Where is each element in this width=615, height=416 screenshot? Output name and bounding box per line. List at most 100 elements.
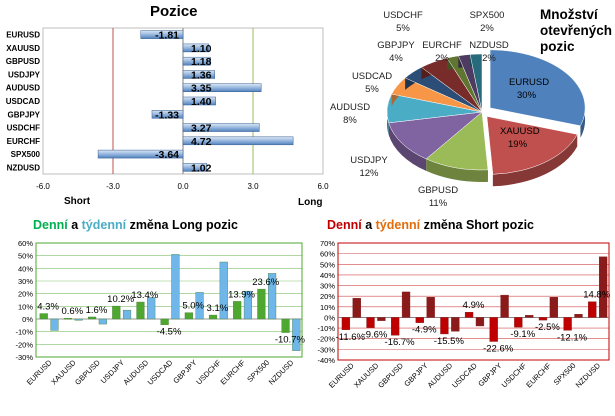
bar-daily bbox=[514, 317, 523, 328]
category-label: EURUSD bbox=[25, 358, 54, 387]
title-part: a bbox=[68, 218, 82, 232]
pie-label-value: 2% bbox=[482, 53, 496, 64]
chart-title: Denní a týdenní změna Short pozic bbox=[327, 218, 534, 232]
pie-label-name: SPX500 bbox=[470, 10, 505, 21]
chart-title: Denní a týdenní změna Long pozic bbox=[33, 218, 238, 232]
bar-daily bbox=[538, 317, 548, 321]
pie-label-value: 4% bbox=[389, 53, 403, 64]
long-change-chart: -30% -20% -10% 0% 10% 20% 30% 40% 50% 60% EURUSD XA… bbox=[0, 212, 305, 411]
category-label: SPX500 bbox=[11, 150, 41, 159]
pie-label-name: EURUSD bbox=[509, 77, 549, 88]
y-tick-label: 20% bbox=[18, 290, 33, 299]
bar-daily bbox=[415, 317, 424, 323]
value-label: -1.33 bbox=[155, 109, 179, 121]
pie-slice-side bbox=[492, 134, 578, 187]
position-bar bbox=[182, 56, 211, 66]
bar-daily bbox=[341, 317, 351, 330]
open-positions-pie: Množství otevřených pozic EURUSD 30% XAUUSD 19… bbox=[330, 0, 615, 210]
data-label: -9.1% bbox=[510, 329, 535, 340]
y-tick-label: -10% bbox=[317, 324, 335, 333]
pie-title-line: pozic bbox=[540, 39, 575, 54]
pie-label-value: 5% bbox=[365, 84, 379, 95]
y-tick-label: 10% bbox=[320, 303, 335, 312]
category-label: EURCHF bbox=[218, 358, 247, 387]
bar-weekly bbox=[268, 273, 277, 320]
positions-chart-svg: EURUSD -1.81 XAUUSD 1.10 GBPUSD 1.18 USDJPY 1.3… bbox=[6, 27, 329, 208]
bar-weekly bbox=[549, 297, 559, 318]
bar-weekly bbox=[500, 294, 509, 318]
y-tick-label: 50% bbox=[320, 260, 335, 269]
y-tick-label: 70% bbox=[320, 239, 335, 248]
category-label: EURUSD bbox=[6, 31, 40, 40]
y-tick-label: 30% bbox=[18, 277, 33, 286]
bar-weekly bbox=[147, 297, 156, 320]
value-label: 4.72 bbox=[191, 136, 212, 148]
bar-weekly bbox=[525, 315, 534, 318]
pie-slice bbox=[489, 49, 586, 127]
bar-weekly bbox=[50, 318, 59, 331]
category-label: EURCHF bbox=[7, 137, 40, 146]
pie-label-value: 19% bbox=[508, 139, 528, 150]
value-label: -3.64 bbox=[155, 149, 179, 161]
x-tick-label: -3.0 bbox=[106, 182, 120, 191]
bar-weekly bbox=[574, 314, 583, 318]
pie-label-name: GBPJPY bbox=[377, 40, 415, 51]
pie-label-value: 11% bbox=[429, 198, 448, 209]
category-label: GBPUSD bbox=[73, 358, 102, 387]
pie-label-name: USDCAD bbox=[352, 71, 392, 82]
bar-daily bbox=[208, 314, 218, 320]
x-tick-label: 3.0 bbox=[247, 182, 259, 191]
bar-daily bbox=[563, 317, 572, 331]
pie-label-value: 5% bbox=[396, 23, 410, 34]
short-change-chart-svg: -40% -30%-20% -10% 0%10% 20%30% 40% 50%60% 70% E… bbox=[317, 218, 610, 390]
bar-weekly bbox=[219, 261, 228, 320]
y-tick-label: -30% bbox=[15, 353, 33, 362]
position-bar bbox=[182, 163, 208, 172]
pie-label-name: USDJPY bbox=[350, 155, 388, 166]
pie-label-name: AUDUSD bbox=[330, 102, 370, 113]
category-label: USDCAD bbox=[450, 361, 479, 390]
category-label: USDCHF bbox=[500, 361, 529, 390]
position-bar bbox=[182, 83, 262, 92]
position-bar bbox=[140, 30, 184, 39]
data-label: -16.7% bbox=[385, 337, 416, 348]
pie-slice bbox=[425, 111, 489, 171]
x-tick-label: -6.0 bbox=[36, 182, 50, 191]
data-label: 23.6% bbox=[252, 277, 279, 288]
y-tick-label: -10% bbox=[15, 328, 33, 337]
pie-label-value: 2% bbox=[435, 53, 449, 64]
category-label: NZDUSD bbox=[574, 361, 603, 390]
category-label: XAUUSD bbox=[6, 44, 40, 53]
title-part: změna Short pozic bbox=[420, 218, 534, 232]
title-part: Denní bbox=[33, 218, 68, 232]
data-label: -4.9% bbox=[412, 325, 437, 336]
y-tick-label: 40% bbox=[320, 271, 335, 280]
bar-daily bbox=[440, 317, 449, 335]
category-label: USDCHF bbox=[194, 358, 223, 387]
data-label: 13.4% bbox=[131, 290, 158, 301]
data-label: 3.1% bbox=[207, 303, 229, 314]
short-change-chart: -40% -30% -20% -10% 0% 10% 20% 30% 40% 50% 60% 70% E… bbox=[305, 212, 615, 411]
value-label: 1.10 bbox=[191, 43, 212, 55]
long-change-chart-svg: -30%-20%-10%0%10%20%30%40%50%60%EURUSDXA… bbox=[15, 218, 305, 387]
bar-weekly bbox=[98, 318, 107, 325]
bar-weekly bbox=[74, 318, 83, 321]
bar-daily bbox=[39, 313, 48, 320]
y-tick-label: -30% bbox=[317, 345, 335, 354]
value-label: 1.40 bbox=[191, 96, 212, 108]
position-bar bbox=[182, 70, 215, 79]
y-tick-label: -20% bbox=[317, 335, 335, 344]
bar-weekly bbox=[292, 318, 301, 351]
y-tick-label: -40% bbox=[317, 356, 335, 365]
data-label: -2.5% bbox=[535, 322, 560, 333]
data-label: 4.3% bbox=[37, 302, 59, 313]
bar-daily bbox=[233, 301, 242, 320]
value-label: 1.18 bbox=[191, 56, 212, 68]
long-side-label: Long bbox=[298, 197, 322, 208]
data-label: -4.5% bbox=[157, 327, 182, 338]
data-label: -11.6% bbox=[336, 332, 366, 343]
bar-weekly bbox=[352, 298, 361, 318]
bar-weekly bbox=[377, 317, 386, 321]
data-label: 4.9% bbox=[463, 300, 485, 311]
